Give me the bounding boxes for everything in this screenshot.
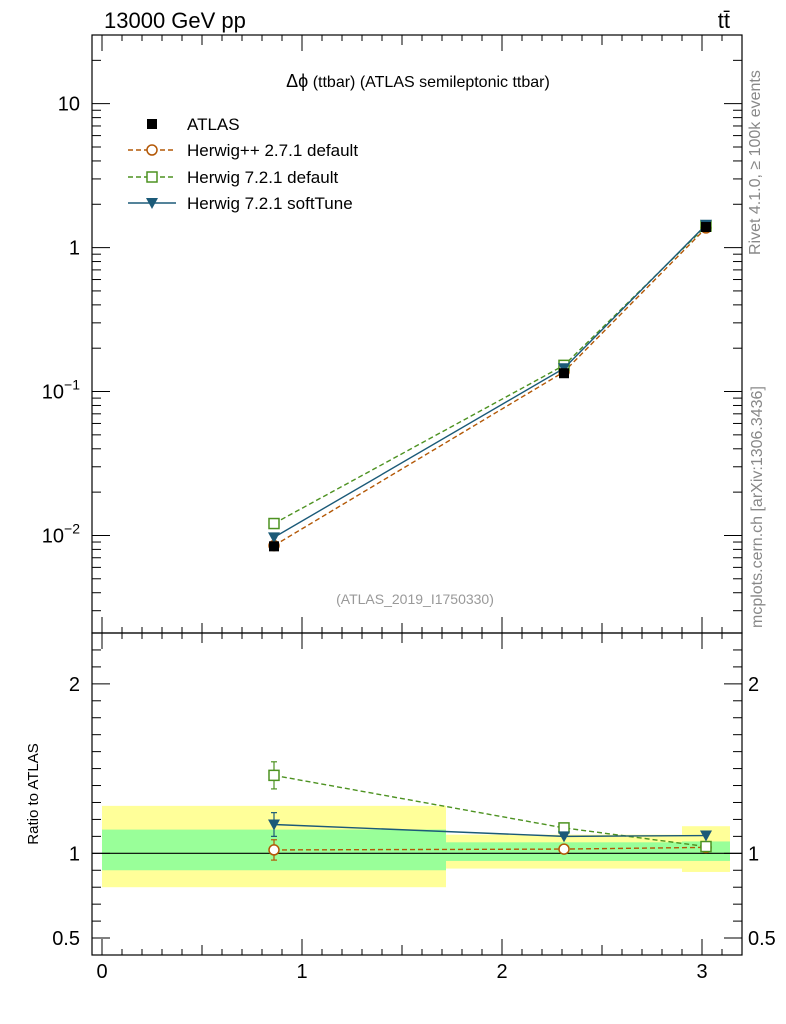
ratio-line-1 [273, 774, 707, 848]
title-symbol: Δϕ [286, 71, 308, 91]
legend-label-0: ATLAS [187, 115, 240, 134]
ratio-y-tick-label-right: 0.5 [748, 928, 776, 950]
rivet-version-label: Rivet 4.1.0, ≥ 100k events [747, 70, 764, 255]
data-point-s3-0 [268, 532, 280, 544]
data-point-s0-1 [559, 368, 569, 379]
ratio-point-2-1 [558, 831, 570, 843]
ratio-point-2-2 [700, 830, 712, 842]
series-line-2 [273, 225, 707, 525]
main-y-tick-label: 10 [58, 94, 80, 116]
data-point-s0-0 [269, 541, 279, 552]
legend-marker-2 [146, 171, 158, 183]
ratio-point-1-2 [700, 840, 712, 853]
ratio-point-0-0 [268, 844, 280, 856]
ratio-y-tick-label: 1 [69, 843, 80, 865]
title-text: (ttbar) (ATLAS semileptonic ttbar) [308, 74, 550, 91]
legend-marker-1 [146, 144, 158, 156]
ratio-y-tick-label-right: 1 [748, 843, 759, 865]
process-label: tt̄ [718, 8, 730, 33]
legend-label-2: Herwig 7.2.1 default [187, 168, 338, 187]
legend: ATLAS Herwig++ 2.7.1 default Herwig 7.2.1 … [128, 115, 358, 213]
legend-label-3: Herwig 7.2.1 softTune [187, 194, 353, 213]
legend-marker-3 [146, 198, 158, 209]
ratio-x-tick-label: 1 [296, 961, 307, 983]
main-panel: 10−2 10−1 1 10 Δϕ (ttbar) (ATLAS semilepton… [42, 34, 743, 634]
source-label: mcplots.cern.ch [arXiv:1306.3436] [749, 386, 766, 628]
ratio-y-tick-label: 0.5 [52, 928, 80, 950]
ratio-x-tick-label: 2 [496, 961, 507, 983]
ratio-y-tick-label-right: 2 [748, 674, 759, 696]
ratio-point-2-0 [268, 819, 280, 831]
data-point-s0-2 [701, 222, 711, 233]
main-y-tick-label: 10−1 [42, 377, 80, 404]
ratio-point-0-1 [558, 843, 570, 855]
energy-label: 13000 GeV pp [104, 8, 246, 33]
ratio-point-1-0 [268, 769, 280, 782]
ratio-y-tick-label: 2 [69, 674, 80, 696]
series-line-3 [273, 224, 707, 538]
main-y-tick-label: 10−2 [42, 520, 80, 547]
legend-marker-0 [147, 119, 157, 129]
ratio-frame [91, 632, 743, 956]
analysis-id-label: (ATLAS_2019_I1750330) [336, 591, 494, 607]
series-line-1 [273, 227, 707, 547]
main-y-tick-label: 1 [69, 238, 80, 260]
legend-label-1: Herwig++ 2.7.1 default [187, 141, 358, 160]
ratio-ylabel: Ratio to ATLAS [25, 743, 42, 844]
ratio-x-tick-label: 3 [696, 961, 707, 983]
ratio-panel: 0.5 0.5 1 1 2 2 0 1 2 3 Ratio to ATLAS [25, 632, 776, 983]
ratio-x-tick-label: 0 [96, 961, 107, 983]
data-point-s2-0 [268, 517, 280, 530]
main-title: Δϕ (ttbar) (ATLAS semileptonic ttbar) [286, 71, 550, 91]
